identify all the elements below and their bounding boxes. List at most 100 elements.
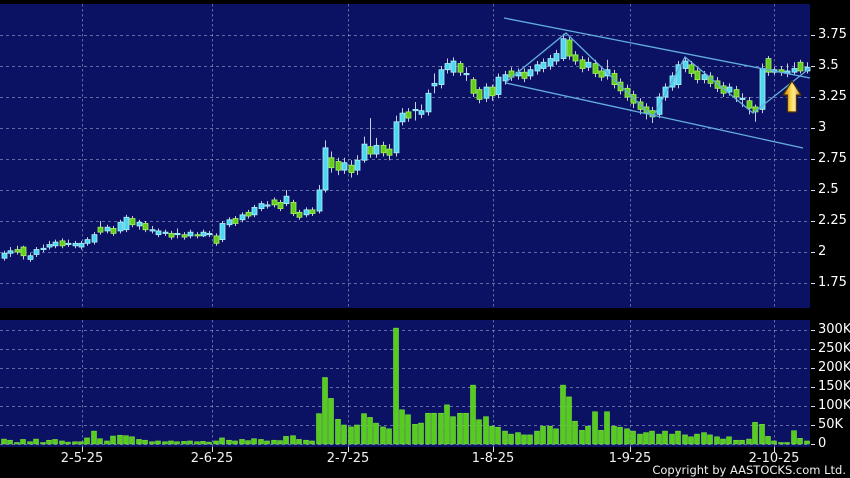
volume-bar [20,439,26,445]
volume-bar [168,440,174,445]
volume-axis-label: 0 [818,436,827,451]
candle-body-up [361,143,368,161]
volume-bar [341,424,347,445]
volume-bar [630,430,636,445]
candle-body-up [187,231,194,237]
volume-bar [46,439,52,445]
volume-bar [553,428,559,445]
volume-bars [1,327,810,445]
volume-bar [7,439,13,445]
candle-body-up [123,216,130,231]
candle-body-up [84,239,91,244]
candle-body-down [271,199,278,206]
volume-bar [264,440,270,445]
volume-bar [33,438,39,445]
volume-bar [65,441,71,445]
candle-body-up [418,110,425,115]
price-chart-panel [0,4,810,308]
volume-bar [759,423,765,445]
candle-body-up [251,206,258,216]
volume-bar [598,430,604,445]
candle-body-up [675,64,682,86]
volume-bar [444,404,450,445]
volume-bar [155,440,161,445]
volume-bar [572,420,578,445]
volume-bar [649,430,655,445]
x-axis-label: 1-8-25 [471,451,515,466]
candle-body-up [91,234,98,243]
trendlines [503,17,811,149]
volume-bar [142,439,148,445]
volume-bar [604,411,610,445]
volume-bar [251,438,257,445]
volume-bar [791,430,797,445]
volume-axis-label: 50K [818,417,844,432]
volume-bar [714,436,720,445]
price-axis-label: 2 [818,244,827,259]
volume-bar [354,424,360,445]
volume-bar [624,428,630,445]
candle-body-down [110,228,117,234]
volume-bar [59,440,65,445]
candle-body-up [662,86,669,98]
candle-body-up [759,68,766,110]
volume-bar [720,438,726,445]
candle-body-down [309,209,316,214]
candle-body-up [534,64,541,72]
volume-bar [78,441,84,445]
volume-bar [425,412,431,445]
candle-body-up [104,226,111,232]
price-axis-label: 3.75 [818,27,847,42]
volume-bar [804,440,810,445]
volume-bar [226,439,232,445]
volume-bar [431,412,437,445]
x-axis-label: 2-6-25 [190,451,234,466]
volume-bar [361,413,367,445]
candle-body-up [495,76,502,95]
volume-bar [27,441,33,445]
volume-bar [91,430,97,445]
candle-body-up [726,86,733,93]
volume-bar [110,435,116,445]
candle-body-up [483,86,490,99]
volume-bar [181,441,187,445]
volume-bar [239,439,245,445]
candle-body-down [97,226,104,233]
candles [1,33,811,262]
candle-body-down [386,148,393,156]
candle-body-down [348,164,355,174]
volume-bar [476,419,482,445]
volume-bar [489,425,495,445]
volume-axis-label: 100K [818,398,850,413]
candle-body-up [136,221,143,227]
candle-body-up [7,250,14,254]
volume-bar [1,438,7,445]
candle-body-down [296,211,303,218]
volume-bar [283,436,289,445]
volume-bar [258,439,264,445]
candle-body-down [457,63,464,73]
candle-body-up [444,63,451,71]
candle-body-down [489,86,496,97]
volume-bar [52,439,58,445]
candle-body-up [322,147,329,191]
volume-bar [97,438,103,445]
volume-bar [470,384,476,445]
volume-bar [309,440,315,445]
candle-body-up [149,229,156,232]
volume-bar [277,440,283,445]
candle-body-down [470,79,477,94]
volume-bar [463,412,469,445]
volume-bar [373,422,379,445]
candle-body-down [328,157,335,169]
volume-bar [579,430,585,445]
volume-bar [438,412,444,445]
volume-bar [521,434,527,445]
candle-body-down [566,39,573,57]
price-axis-label: 3.5 [818,58,839,73]
volume-bar [14,442,20,445]
volume-axis-label: 250K [818,341,850,356]
gridlines [0,4,815,452]
volume-bar [566,396,572,445]
